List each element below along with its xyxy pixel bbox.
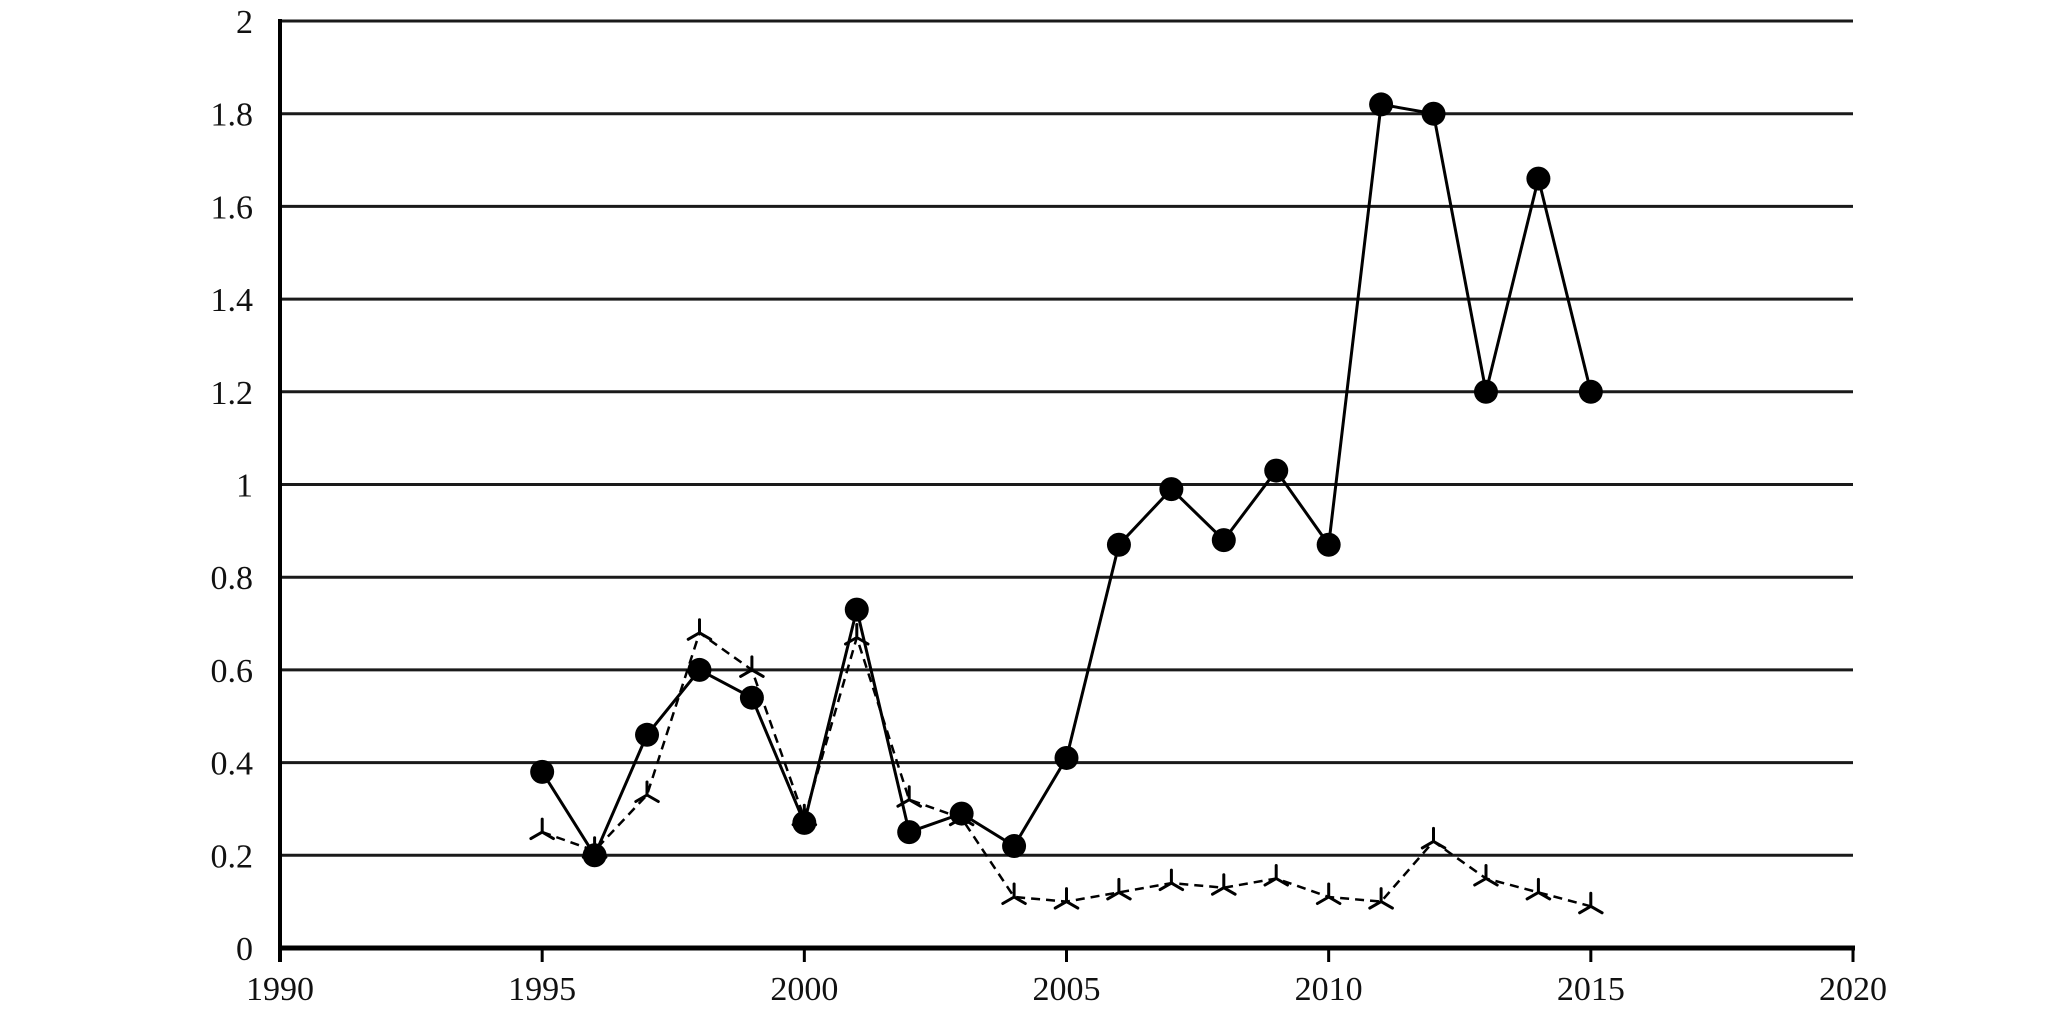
data-point-circle (1002, 834, 1027, 859)
data-point-circle (1473, 379, 1498, 404)
y-tick-label: 0.2 (211, 838, 254, 875)
y-tick-label: 1.4 (211, 282, 254, 319)
data-point-circle (897, 820, 922, 845)
data-point-star (896, 785, 922, 808)
data-point-circle (1526, 166, 1551, 191)
series-1-line (540, 102, 1593, 859)
data-point-star (1368, 887, 1394, 910)
data-point-star (1106, 877, 1132, 901)
data-point-circle (530, 759, 555, 784)
grid-lines (280, 19, 1853, 857)
y-tick-label: 0 (236, 931, 253, 968)
y-tick-labels: 0 0.2 0.4 0.6 0.8 1 1.2 1.4 1.6 1.8 2 (211, 4, 254, 968)
data-point-star (1315, 882, 1342, 905)
data-point-star (1473, 864, 1499, 887)
data-point-star (1263, 864, 1289, 887)
data-point-star (1158, 868, 1185, 892)
data-point-star (739, 655, 765, 678)
data-point-circle (687, 657, 712, 682)
data-point-star (581, 836, 608, 859)
data-point-star (844, 623, 870, 646)
x-tick-labels: 1990 1995 2000 2005 2010 2015 2020 (246, 971, 1887, 1008)
data-point-circle (1106, 532, 1131, 557)
x-tick-label: 2010 (1295, 971, 1363, 1008)
data-point-star (1578, 891, 1604, 915)
y-tick-label: 2 (236, 4, 253, 41)
data-point-circle (739, 685, 764, 710)
y-tick-label: 0.4 (211, 746, 254, 783)
data-point-circle (1316, 532, 1341, 557)
data-point-star (686, 618, 713, 641)
data-point-star (634, 780, 660, 803)
series-group (529, 92, 1604, 915)
y-tick-label: 1.2 (211, 375, 254, 412)
data-point-star (1420, 826, 1447, 850)
data-point-star (1001, 882, 1027, 905)
data-point-circle (1159, 477, 1184, 502)
data-point-circle (635, 722, 660, 747)
y-tick-label: 0.6 (211, 653, 254, 690)
data-point-star (1525, 877, 1552, 901)
axes (278, 19, 1855, 962)
x-tick-label: 1995 (508, 971, 576, 1008)
y-tick-label: 1 (236, 468, 253, 505)
x-tick-label: 2005 (1033, 971, 1101, 1008)
data-point-circle (844, 597, 869, 622)
data-point-star (948, 803, 975, 827)
data-point-star (791, 803, 818, 827)
y-tick-label: 1.8 (211, 97, 254, 134)
data-point-circle (1578, 379, 1603, 404)
y-tick-label: 0.8 (211, 560, 254, 597)
series-1 (530, 92, 1603, 868)
data-point-circle (1369, 92, 1394, 117)
x-tick-label: 2015 (1557, 971, 1625, 1008)
data-point-star (1211, 873, 1237, 896)
data-point-circle (792, 810, 817, 835)
data-point-star (529, 817, 555, 841)
data-point-star (1053, 887, 1080, 910)
y-tick-label: 1.6 (211, 189, 254, 226)
data-point-circle (1054, 745, 1079, 770)
x-tick-label: 2000 (770, 971, 838, 1008)
series-2 (529, 618, 1604, 915)
data-point-circle (1211, 528, 1236, 553)
data-point-circle (1264, 458, 1289, 483)
data-point-circle (1421, 101, 1446, 126)
x-tick-label: 2020 (1819, 971, 1887, 1008)
x-tick-label: 1990 (246, 971, 314, 1008)
